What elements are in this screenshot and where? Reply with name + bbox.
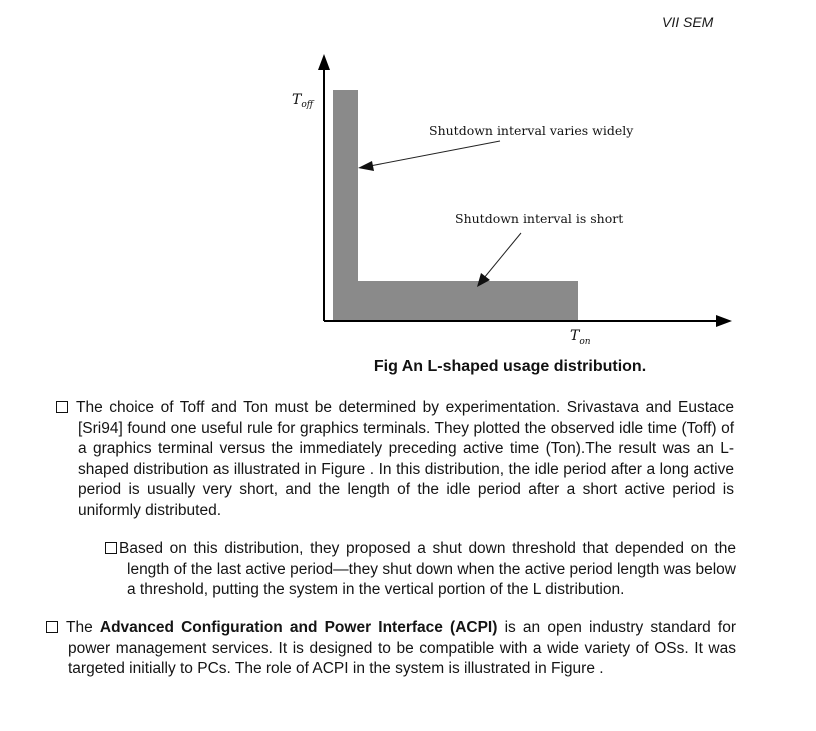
header-semester: VII SEM [662, 14, 714, 30]
paragraph-text: The choice of Toff and Ton must be deter… [76, 399, 734, 519]
annotation-arrow-top [369, 140, 501, 167]
annotation-arrow-bottom [483, 232, 522, 279]
annotation-arrowhead-bottom [477, 273, 490, 287]
checkbox-bullet-icon [105, 542, 117, 554]
paragraph-choice-toff-ton: The choice of Toff and Ton must be deter… [56, 398, 734, 521]
annotation-arrowhead-top [358, 161, 374, 171]
paragraph-text: Based on this distribution, they propose… [119, 540, 736, 598]
paragraph-shutdown-threshold: Based on this distribution, they propose… [105, 539, 736, 601]
l-shaped-distribution-figure: Toff Ton Shutdown interval varies widely… [292, 54, 732, 347]
annotation-varies-widely: Shutdown interval varies widely [429, 123, 634, 138]
annotation-short: Shutdown interval is short [455, 211, 623, 226]
figure-caption: Fig An L-shaped usage distribution. [373, 358, 647, 375]
paragraph-text-prefix: The [66, 619, 100, 636]
checkbox-bullet-icon [56, 401, 68, 413]
paragraph-acpi: The Advanced Configuration and Power Int… [46, 618, 736, 680]
y-axis-label: Toff [292, 92, 315, 110]
x-axis-arrowhead [716, 315, 732, 327]
acpi-term: Advanced Configuration and Power Interfa… [99, 619, 498, 636]
checkbox-bullet-icon [46, 621, 58, 633]
y-axis-arrowhead [318, 54, 330, 70]
x-axis-label: Ton [570, 328, 591, 347]
l-shape-region [333, 90, 578, 321]
paragraph-text-rest: is an open industry standard for power m… [68, 619, 736, 677]
